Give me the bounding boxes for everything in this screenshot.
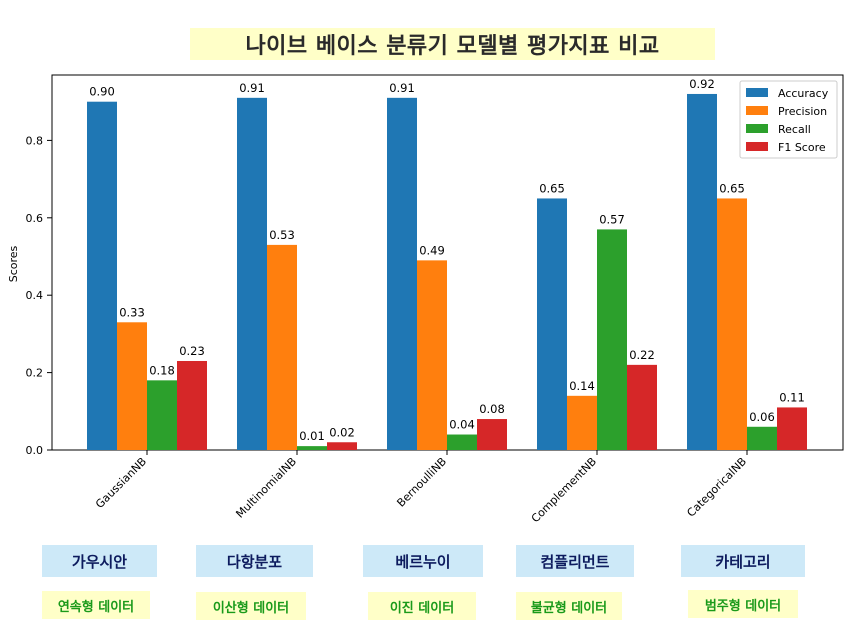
model-annotation-complement: 컴플리먼트 (516, 545, 634, 577)
y-tick-label: 0.8 (26, 134, 44, 147)
type-annotation-categorical: 범주형 데이터 (688, 590, 798, 618)
type-annotation-binary: 이진 데이터 (368, 592, 476, 620)
data-label-accuracy-multinomialnb: 0.91 (239, 81, 265, 95)
data-label-f1-score-gaussiannb: 0.23 (179, 344, 205, 358)
model-annotation-categorical: 카테고리 (681, 545, 805, 577)
bar-accuracy-categoricalnb (687, 93, 717, 451)
value-labels-group: 0.90 0.91 0.91 0.65 0.92 0.33 0.53 0.49 0.14 0.65… (89, 77, 805, 443)
data-label-precision-multinomialnb: 0.53 (269, 228, 295, 242)
legend-label-accuracy: Accuracy (778, 87, 829, 100)
data-label-precision-categoricalnb: 0.65 (719, 181, 745, 195)
x-tick-label-categoricalnb: CategoricalNB (684, 455, 749, 520)
data-label-recall-gaussiannb: 0.18 (149, 363, 175, 377)
data-label-f1-score-bernoullinb: 0.08 (479, 402, 505, 416)
y-tick-label: 0.6 (26, 212, 44, 225)
data-label-recall-multinomialnb: 0.01 (299, 429, 325, 443)
data-label-recall-bernoullinb: 0.04 (449, 418, 475, 432)
data-label-recall-complementnb: 0.57 (599, 212, 625, 226)
model-annotation-gaussian: 가우시안 (42, 545, 157, 577)
legend-swatch-precision (746, 106, 768, 115)
x-axis: GaussianNB MultinomialNB BernoulliNB Comple… (93, 450, 749, 525)
bar-precision-gaussiannb (117, 322, 147, 450)
legend-swatch-f1-score (746, 142, 768, 151)
bar-accuracy-multinomialnb (237, 97, 267, 450)
type-annotation-discrete: 이산형 데이터 (196, 592, 306, 620)
bar-f1-score-complementnb (627, 364, 657, 450)
bar-recall-categoricalnb (747, 426, 777, 450)
legend-swatch-accuracy (746, 88, 768, 97)
bar-precision-complementnb (567, 395, 597, 450)
data-label-recall-categoricalnb: 0.06 (749, 410, 775, 424)
y-tick-label: 0.2 (26, 367, 44, 380)
chart-title: 나이브 베이스 분류기 모델별 평가지표 비교 (190, 28, 715, 60)
x-tick-label-complementnb: ComplementNB (529, 455, 599, 525)
data-label-precision-gaussiannb: 0.33 (119, 305, 145, 319)
type-annotation-imbalanced: 불균형 데이터 (516, 592, 622, 620)
legend-swatch-recall (746, 124, 768, 133)
bar-precision-bernoullinb (417, 260, 447, 450)
y-tick-label: 0.0 (26, 444, 44, 457)
data-label-f1-score-categoricalnb: 0.11 (779, 390, 805, 404)
y-tick-label: 0.4 (26, 289, 44, 302)
data-label-precision-bernoullinb: 0.49 (419, 243, 445, 257)
bar-precision-multinomialnb (267, 244, 297, 450)
bar-f1-score-gaussiannb (177, 360, 207, 450)
bars-group (87, 93, 807, 451)
bar-f1-score-bernoullinb (477, 419, 507, 450)
bar-recall-gaussiannb (147, 380, 177, 450)
bar-f1-score-multinomialnb (327, 442, 357, 450)
data-label-accuracy-bernoullinb: 0.91 (389, 81, 415, 95)
legend-label-recall: Recall (778, 123, 811, 136)
bar-accuracy-complementnb (537, 198, 567, 450)
data-label-precision-complementnb: 0.14 (569, 379, 595, 393)
model-annotation-multinomial: 다항분포 (196, 545, 313, 577)
legend-label-f1-score: F1 Score (778, 141, 826, 154)
data-label-accuracy-complementnb: 0.65 (539, 181, 565, 195)
bar-recall-multinomialnb (297, 446, 327, 450)
data-label-accuracy-gaussiannb: 0.90 (89, 85, 115, 99)
data-label-f1-score-complementnb: 0.22 (629, 348, 655, 362)
bar-accuracy-bernoullinb (387, 97, 417, 450)
y-axis-label: Scores (7, 245, 20, 282)
type-annotation-continuous: 연속형 데이터 (42, 591, 150, 619)
data-label-accuracy-categoricalnb: 0.92 (689, 77, 715, 91)
bar-f1-score-categoricalnb (777, 407, 807, 450)
data-label-f1-score-multinomialnb: 0.02 (329, 425, 355, 439)
bar-recall-bernoullinb (447, 434, 477, 450)
x-tick-label-gaussiannb: GaussianNB (93, 455, 149, 511)
model-annotation-bernoulli: 베르누이 (363, 545, 483, 577)
legend-label-precision: Precision (778, 105, 827, 118)
legend: Accuracy Precision Recall F1 Score (739, 80, 838, 159)
bar-precision-categoricalnb (717, 198, 747, 450)
bar-accuracy-gaussiannb (87, 101, 117, 450)
x-tick-label-multinomialnb: MultinomialNB (233, 455, 299, 521)
bar-recall-complementnb (597, 229, 627, 450)
y-axis: 0.0 0.2 0.4 0.6 0.8 (26, 134, 52, 457)
x-tick-label-bernoullinb: BernoulliNB (394, 455, 449, 510)
